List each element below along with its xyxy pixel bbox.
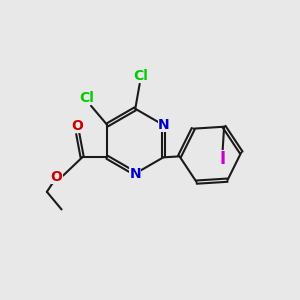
- Text: N: N: [130, 167, 141, 181]
- Text: O: O: [71, 119, 83, 134]
- Text: O: O: [51, 170, 62, 184]
- Text: N: N: [158, 118, 169, 132]
- Text: Cl: Cl: [79, 92, 94, 106]
- Text: I: I: [220, 149, 226, 167]
- Text: Cl: Cl: [133, 69, 148, 83]
